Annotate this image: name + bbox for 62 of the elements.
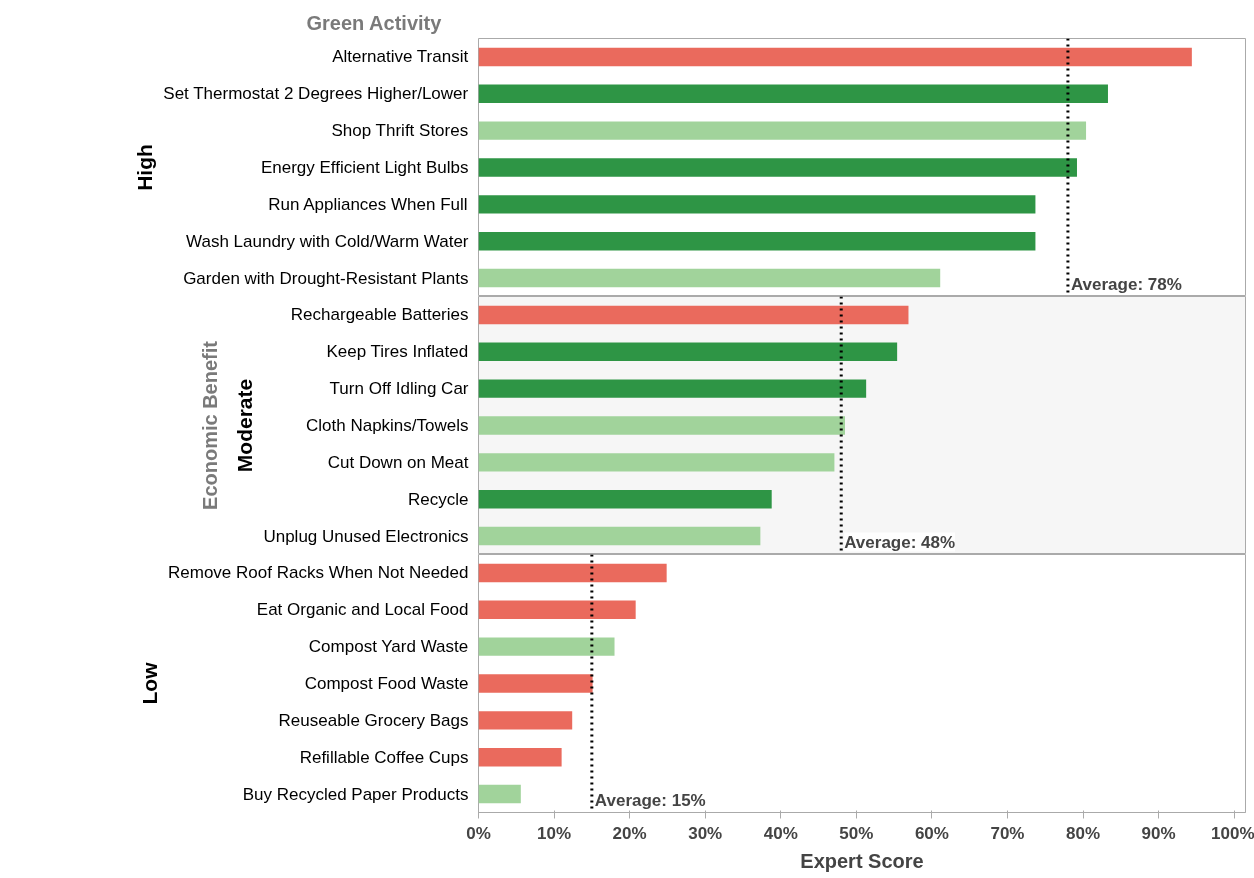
text: Green Activity [306, 11, 443, 34]
x-tick-label: 80% [1066, 823, 1101, 843]
x-tick-label: 20% [612, 823, 647, 843]
x-tick-label: 90% [1141, 823, 1176, 843]
x-tick-label: 50% [839, 823, 874, 843]
x-tick-label: 100% [1211, 823, 1254, 843]
y-tick-label: Refillable Coffee Cups [299, 747, 469, 767]
ref-line-label: Average: 48% [844, 532, 956, 552]
y-tick-label: Remove Roof Racks When Not Needed [168, 563, 469, 583]
y-axis-title: Economic Benefit [198, 340, 221, 510]
bar [478, 526, 761, 546]
x-tick-label: 40% [763, 823, 798, 843]
y-tick-label: Compost Food Waste [304, 674, 469, 693]
y-tick-label: Alternative Transit [332, 47, 469, 67]
bar [478, 490, 772, 509]
text: Moderate [232, 378, 256, 473]
ref-line-label: Average: 15% [594, 790, 706, 810]
bar [478, 711, 573, 730]
bar [478, 674, 593, 693]
bar [478, 748, 562, 767]
bar [478, 563, 667, 583]
bar [478, 416, 845, 435]
bar [478, 47, 1192, 67]
x-tick-label: 0% [466, 823, 491, 843]
bar [478, 268, 941, 288]
bar [478, 342, 898, 361]
y-tick-label: Wash Laundry with Cold/Warm Water [186, 231, 469, 251]
y-tick-label: Garden with Drought-Resistant Plants [183, 268, 469, 288]
y-tick-label: Compost Yard Waste [308, 637, 469, 657]
y-tick-label: Recycle [408, 489, 469, 509]
y-tick-label: Set Thermostat 2 Degrees Higher/Lower [163, 84, 469, 104]
y-tick-label: Reuseable Grocery Bags [278, 710, 469, 730]
bar [478, 379, 867, 398]
y-tick-label: Rechargeable Batteries [290, 305, 469, 325]
bar [478, 121, 1087, 140]
bar [478, 195, 1036, 214]
x-tick-label: 70% [990, 823, 1025, 843]
y-tick-label: Turn Off Idling Car [329, 379, 469, 399]
bar [478, 453, 835, 472]
y-tick-label: Run Appliances When Full [268, 194, 468, 214]
x-tick-label: 30% [688, 823, 723, 843]
y-tick-label: Keep Tires Inflated [326, 342, 469, 362]
x-axis-title: Expert Score [800, 849, 924, 872]
y-tick-label: Shop Thrift Stores [331, 121, 469, 141]
y-tick-label: Energy Efficient Light Bulbs [260, 158, 469, 177]
bar [478, 637, 615, 656]
bar [478, 305, 909, 325]
ref-line-label: Average: 78% [1070, 274, 1182, 294]
bar [478, 84, 1108, 103]
y-tick-label: Cut Down on Meat [327, 452, 469, 472]
y-tick-label: Eat Organic and Local Food [256, 600, 469, 620]
bar [478, 784, 521, 804]
bar [478, 158, 1077, 177]
text: Low [137, 661, 161, 705]
bar [478, 232, 1036, 251]
x-tick-label: 60% [914, 823, 949, 843]
y-tick-label: Unplug Unused Electronics [263, 526, 469, 546]
text: High [132, 144, 156, 191]
x-tick-label: 10% [537, 823, 572, 843]
y-tick-label: Cloth Napkins/Towels [305, 416, 469, 435]
bar [478, 600, 636, 619]
y-tick-label: Buy Recycled Paper Products [242, 784, 469, 804]
